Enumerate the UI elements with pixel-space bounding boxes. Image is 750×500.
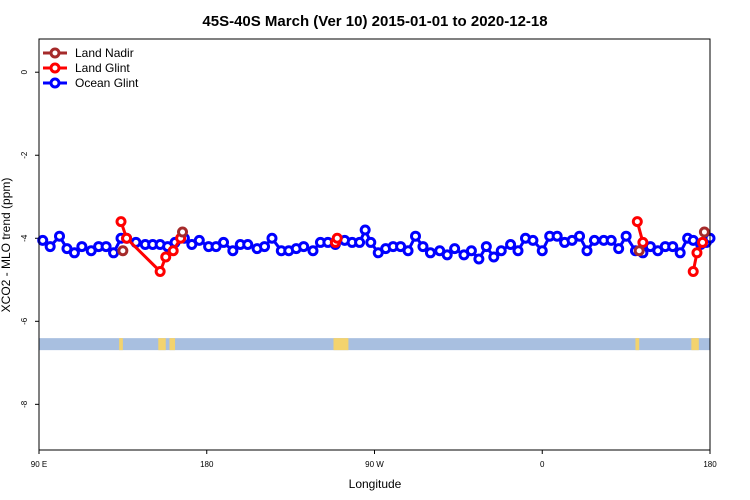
land-glint-seg0-point-4: [167, 245, 179, 257]
ocean-strip: [39, 338, 710, 351]
ocean-glint-point-73: [605, 234, 617, 246]
ocean-glint-point-4: [68, 247, 80, 259]
ocean-glint-point-48: [410, 230, 422, 242]
ocean-glint-point-57: [480, 241, 492, 253]
ocean-glint-point-74: [613, 243, 625, 255]
land-patch-5: [691, 338, 699, 351]
ocean-glint-point-52: [441, 249, 453, 261]
ocean-glint-point-70: [581, 245, 593, 257]
legend-marker-0: [49, 47, 61, 59]
ocean-glint-point-1: [44, 241, 56, 253]
land-glint-seg1-point-1: [331, 232, 343, 244]
legend-label-1: Land Glint: [75, 61, 130, 75]
y-tick-label-3: -6: [20, 317, 29, 325]
ocean-glint-point-29: [266, 232, 278, 244]
ocean-glint-point-41: [359, 224, 371, 236]
ocean-glint-point-24: [227, 245, 239, 257]
ocean-glint-point-56: [473, 253, 485, 265]
ocean-glint-point-0: [37, 234, 49, 246]
ocean-glint-point-42: [365, 236, 377, 248]
land-patch-4: [635, 338, 640, 351]
land-glint-seg3-point-1: [691, 247, 703, 259]
ocean-glint-point-2: [54, 230, 66, 242]
ocean-glint-point-60: [505, 239, 517, 250]
land-ocean-strip: [39, 338, 710, 351]
y-tick-label-2: -4: [20, 234, 29, 242]
ocean-glint-point-20: [193, 234, 205, 246]
ocean-glint-point-34: [307, 245, 319, 257]
ocean-glint-point-8: [100, 241, 112, 253]
land-nadir-point-2: [633, 245, 645, 257]
land-glint-seg0-point-0: [115, 216, 127, 228]
ocean-glint-point-53: [449, 243, 461, 255]
ocean-glint-point-28: [259, 241, 271, 253]
series-layer: [37, 216, 716, 277]
ocean-glint-point-69: [574, 230, 586, 242]
ocean-glint-point-23: [218, 236, 230, 248]
ocean-glint-point-58: [488, 251, 500, 263]
x-axis-label: Longitude: [349, 477, 402, 491]
ocean-glint-point-5: [76, 241, 88, 253]
ocean-glint-point-55: [465, 245, 477, 257]
y-tick-label-0: 0: [20, 69, 29, 74]
ocean-glint-point-9: [108, 247, 120, 259]
ocean-glint-point-82: [674, 247, 686, 259]
ocean-glint-point-40: [354, 236, 366, 248]
legend-label-0: Land Nadir: [75, 46, 134, 60]
plot-frame: [38, 38, 711, 451]
land-glint-seg2-point-0: [631, 216, 643, 228]
ocean-glint-point-33: [298, 241, 310, 253]
land-nadir-point-1: [177, 226, 189, 238]
land-nadir-point-0: [117, 245, 129, 257]
legend-marker-2: [49, 77, 61, 89]
ocean-glint-point-49: [417, 241, 429, 253]
land-nadir-point-3: [698, 226, 710, 238]
ocean-glint-point-81: [667, 241, 679, 253]
legend-marker-1: [49, 62, 61, 74]
land-patch-1: [158, 338, 166, 351]
land-glint-seg2-point-1: [637, 236, 649, 248]
y-tick-label-1: -2: [20, 151, 29, 159]
y-tick-label-4: -8: [20, 400, 29, 408]
x-tick-label-2: 90 W: [365, 460, 384, 469]
land-patch-2: [169, 338, 176, 351]
ocean-glint-point-66: [551, 230, 563, 242]
land-glint-seg3-point-0: [687, 265, 699, 277]
ocean-glint-point-75: [620, 230, 632, 242]
x-tick-label-1: 180: [200, 460, 214, 469]
ocean-glint-point-26: [242, 239, 254, 250]
land-patch-0: [119, 338, 123, 351]
x-tick-label-3: 0: [540, 460, 545, 469]
legend-label-2: Ocean Glint: [75, 76, 139, 90]
axis-ticks: 90 E 180 90 W 0 180 0 -2 -4 -6 -8: [20, 69, 717, 469]
land-glint-seg0-point-1: [121, 232, 133, 244]
ocean-glint-point-64: [536, 245, 548, 257]
x-tick-label-0: 90 E: [31, 460, 47, 469]
ocean-glint-point-59: [495, 245, 507, 257]
ocean-glint-point-50: [424, 247, 436, 259]
y-axis-label: XCO2 - MLO trend (ppm): [0, 178, 13, 313]
ocean-glint-point-71: [588, 234, 600, 246]
x-tick-label-4: 180: [703, 460, 717, 469]
land-glint-seg3-point-2: [697, 236, 709, 248]
land-patch-3: [333, 338, 349, 351]
ocean-glint-point-63: [527, 234, 539, 246]
land-glint-seg0-point-3: [160, 251, 172, 263]
land-glint-seg0-point-2: [154, 265, 166, 277]
ocean-glint-point-47: [402, 245, 414, 257]
ocean-glint-point-61: [512, 245, 524, 257]
chart-title: 45S-40S March (Ver 10) 2015-01-01 to 202…: [202, 13, 547, 30]
